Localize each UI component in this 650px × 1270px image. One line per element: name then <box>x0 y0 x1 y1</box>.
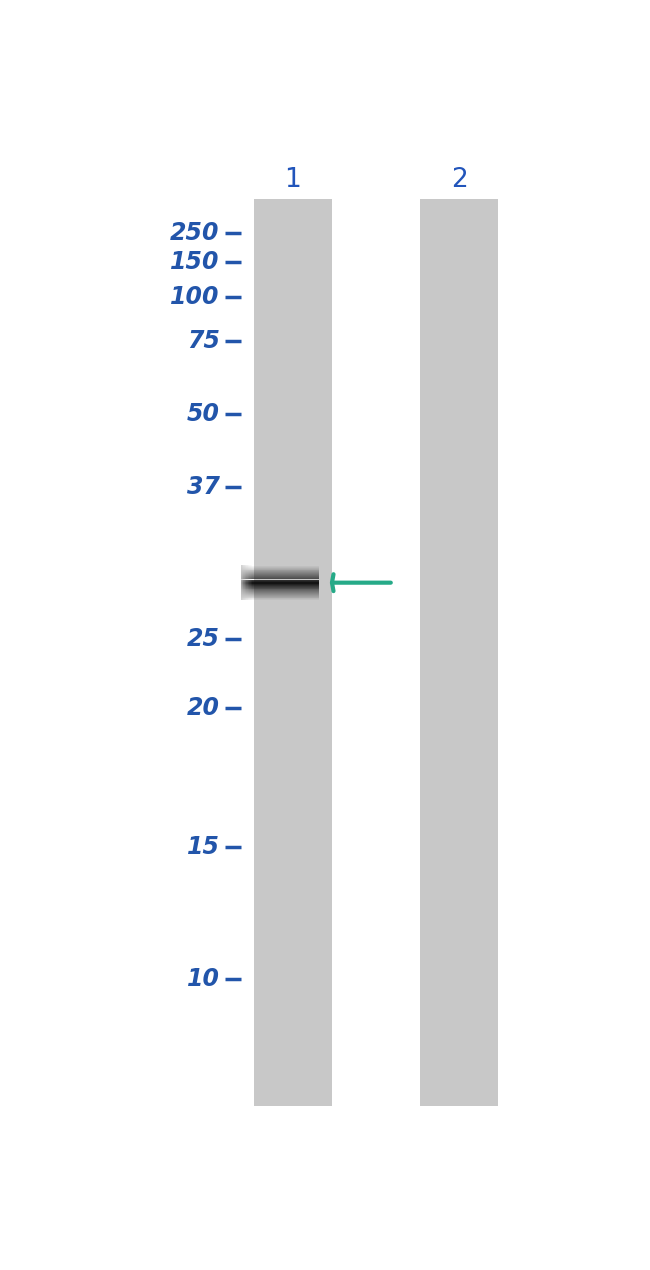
Text: 250: 250 <box>170 221 220 245</box>
Text: 1: 1 <box>285 166 301 193</box>
Text: 2: 2 <box>450 166 467 193</box>
Text: 75: 75 <box>187 329 220 353</box>
Text: 100: 100 <box>170 286 220 309</box>
Text: 50: 50 <box>187 403 220 427</box>
Bar <box>420 199 498 1106</box>
Text: 15: 15 <box>187 834 220 859</box>
Text: 25: 25 <box>187 627 220 652</box>
Bar <box>254 199 332 1106</box>
Text: 37: 37 <box>187 475 220 499</box>
Text: 150: 150 <box>170 250 220 274</box>
Text: 10: 10 <box>187 966 220 991</box>
Text: 20: 20 <box>187 696 220 720</box>
